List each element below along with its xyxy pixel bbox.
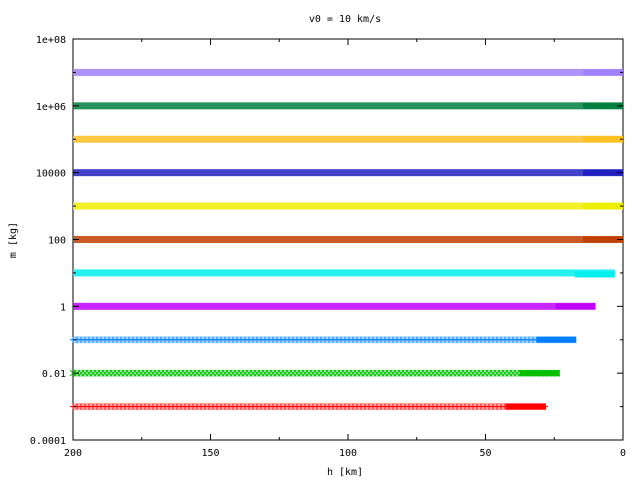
- series-10: [73, 102, 623, 110]
- y-tick-label: 1e+06: [36, 102, 66, 113]
- x-tick-label: 100: [339, 448, 357, 459]
- series-band: [73, 68, 623, 76]
- series-tail: [583, 102, 623, 109]
- series-tail: [506, 403, 546, 410]
- series-tail: [583, 136, 623, 143]
- x-tick-label: 200: [64, 448, 82, 459]
- y-axis-label: m [kg]: [8, 222, 19, 258]
- series-tail: [583, 236, 623, 243]
- series-tail: [519, 370, 560, 377]
- y-tick-label: 1: [60, 302, 66, 313]
- y-tick-label: 1e+08: [36, 35, 66, 46]
- series-layer: [69, 68, 623, 411]
- series-tail: [574, 271, 615, 278]
- series-band: [73, 269, 615, 277]
- series-9: [73, 135, 623, 143]
- series-band: [73, 169, 623, 177]
- series-band: [73, 302, 596, 310]
- y-tick-label: 0.01: [42, 369, 66, 380]
- series-6: [73, 236, 623, 243]
- series-tail: [555, 303, 596, 310]
- series-8: [73, 169, 623, 177]
- series-3: [70, 336, 577, 344]
- series-band: [73, 135, 623, 143]
- series-5: [73, 269, 615, 278]
- x-tick-label: 0: [620, 448, 626, 459]
- series-7: [73, 202, 623, 210]
- series-tail: [583, 69, 623, 76]
- series-11: [73, 68, 623, 76]
- series-band: [73, 202, 623, 210]
- axes-layer: 200 150 100 50 0 0.0001 0.01 1 100 10000 1e+06 1e+0…: [30, 35, 626, 459]
- series-4: [73, 302, 596, 310]
- series-band: [73, 236, 623, 243]
- y-tick-label: 10000: [36, 169, 66, 180]
- series-2: [69, 369, 561, 377]
- x-tick-label: 150: [201, 448, 219, 459]
- chart-title: v0 = 10 km/s: [309, 14, 381, 25]
- series-tail: [583, 169, 623, 176]
- series-tail: [583, 203, 623, 210]
- y-tick-label: 0.0001: [30, 436, 66, 447]
- y-tick-label: 100: [48, 236, 66, 247]
- series-1: [70, 403, 548, 411]
- series-tail: [536, 336, 577, 343]
- x-tick-label: 50: [479, 448, 491, 459]
- x-axis-label: h [km]: [327, 467, 363, 478]
- series-band: [73, 102, 623, 110]
